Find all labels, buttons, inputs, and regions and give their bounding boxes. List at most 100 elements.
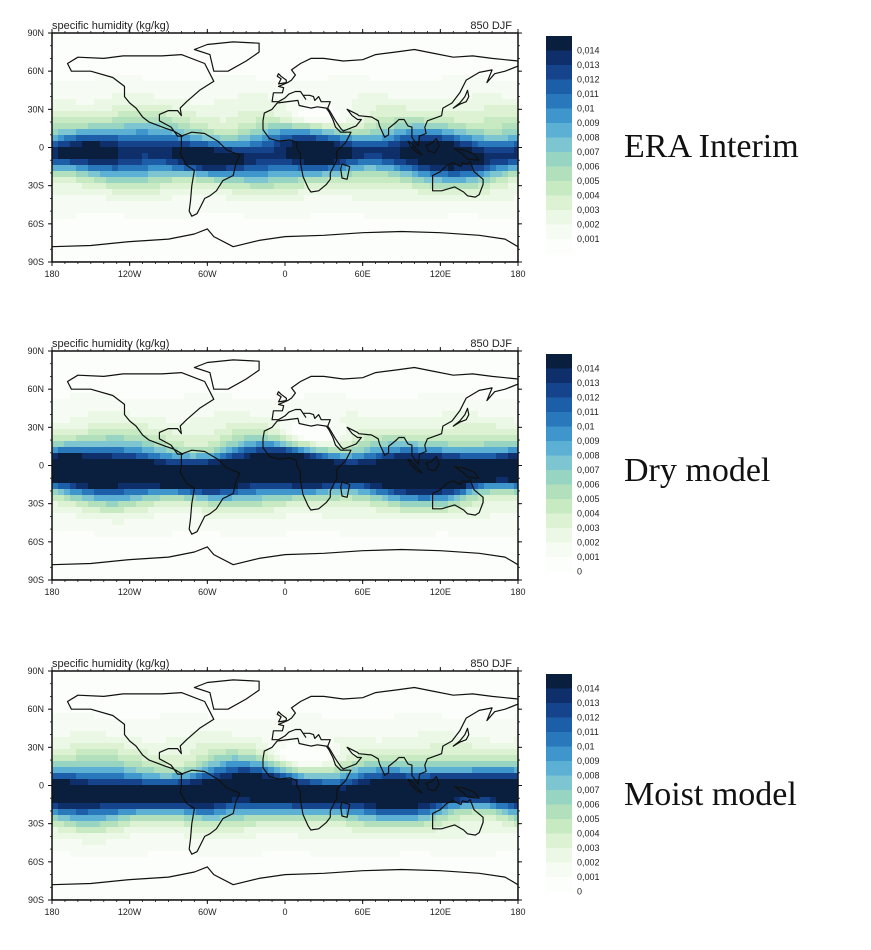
colorbar-label: 0,014 — [577, 45, 600, 55]
colorbar-label: 0,012 — [577, 712, 600, 722]
colorbar-label: 0,013 — [577, 378, 600, 388]
colorbar-label: 0,011 — [577, 407, 599, 417]
colorbar-swatch — [546, 703, 572, 718]
colorbar-swatch — [546, 513, 572, 529]
lon-tick-label: 120W — [118, 269, 142, 279]
lon-tick-label: 0 — [282, 269, 287, 279]
colorbar-label: 0 — [577, 886, 582, 896]
colorbar-label: 0,006 — [577, 479, 600, 489]
colorbar-label: 0,012 — [577, 74, 600, 84]
colorbar-swatch — [546, 455, 572, 471]
lat-tick-label: 60N — [27, 704, 44, 714]
lon-tick-label: 60E — [355, 269, 371, 279]
colorbar-swatch — [546, 877, 572, 892]
lon-tick-label: 60E — [355, 587, 371, 597]
colorbar-label: 0,003 — [577, 523, 600, 533]
colorbar-swatch — [546, 470, 572, 485]
lat-tick-label: 60S — [28, 537, 44, 547]
colorbar-label: 0,009 — [577, 118, 600, 128]
colorbar-label: 0,004 — [577, 508, 600, 518]
colorbar: 0,014 0,013 0,012 0,011 0,01 0,009 0,008 0,007 0… — [546, 354, 600, 576]
colorbar-label: 0,01 — [577, 421, 595, 431]
colorbar-swatch — [546, 181, 572, 196]
humidity-map-panel-era-interim: specific humidity (kg/kg) 850 DJF 90N 60N 30… — [0, 0, 871, 305]
colorbar-swatch — [546, 137, 572, 153]
lon-tick-label: 180 — [510, 907, 525, 917]
lon-tick-label: 120E — [430, 587, 451, 597]
colorbar-label: 0,007 — [577, 785, 600, 795]
colorbar-swatch — [546, 499, 572, 514]
lat-tick-label: 90S — [28, 257, 44, 267]
colorbar: 0,014 0,013 0,012 0,011 0,01 0,009 0,008 0,007 0… — [546, 36, 600, 254]
humidity-map-panel-dry-model: specific humidity (kg/kg) 850 DJF 90N 60N 30… — [0, 318, 871, 623]
lon-tick-label: 180 — [44, 587, 59, 597]
colorbar-label: 0,014 — [577, 363, 600, 373]
colorbar-label: 0,006 — [577, 799, 600, 809]
colorbar-label: 0,011 — [577, 727, 599, 737]
map-title: specific humidity (kg/kg) — [52, 338, 169, 350]
colorbar-label: 0,002 — [577, 219, 600, 229]
colorbar-swatch — [546, 761, 572, 776]
colorbar-swatch — [546, 732, 572, 747]
coastlines — [52, 679, 518, 900]
lat-tick-label: 0 — [39, 461, 44, 471]
colorbar-swatch — [546, 210, 572, 225]
humidity-map-era-interim: specific humidity (kg/kg) 850 DJF 90N 60N 30… — [27, 20, 600, 279]
colorbar-label: 0,008 — [577, 132, 600, 142]
coastlines — [52, 359, 518, 580]
lat-tick-label: 30N — [27, 422, 44, 432]
map-title: specific humidity (kg/kg) — [52, 20, 169, 32]
map-level-label: 850 DJF — [470, 658, 512, 670]
colorbar-label: 0,009 — [577, 756, 600, 766]
colorbar-swatch — [546, 224, 572, 240]
colorbar-label: 0,007 — [577, 465, 600, 475]
coastlines — [52, 41, 518, 262]
map-level-label: 850 DJF — [470, 20, 512, 32]
lon-tick-label: 180 — [510, 587, 525, 597]
colorbar-label: 0,008 — [577, 770, 600, 780]
colorbar-label: 0,013 — [577, 60, 600, 70]
humidity-map-dry-model: specific humidity (kg/kg) 850 DJF 90N 60N 30… — [27, 338, 600, 597]
colorbar-swatch — [546, 426, 572, 442]
colorbar-label: 0,011 — [577, 89, 599, 99]
lat-tick-label: 60N — [27, 66, 44, 76]
colorbar-label: 0,003 — [577, 205, 600, 215]
lon-tick-label: 120W — [118, 907, 142, 917]
lon-tick-label: 60W — [198, 907, 217, 917]
colorbar-swatch — [546, 862, 572, 878]
colorbar-swatch — [546, 528, 572, 543]
lon-tick-label: 120W — [118, 587, 142, 597]
colorbar-swatch — [546, 775, 572, 791]
colorbar-swatch — [546, 166, 572, 182]
colorbar-swatch — [546, 65, 572, 80]
colorbar-label: 0,001 — [577, 552, 600, 562]
colorbar-swatch — [546, 152, 572, 167]
colorbar-swatch — [546, 50, 572, 66]
colorbar-swatch — [546, 94, 572, 109]
colorbar-swatch — [546, 108, 572, 124]
colorbar-swatch — [546, 848, 572, 863]
colorbar-label: 0,005 — [577, 814, 600, 824]
humidity-map-panel-moist-model: specific humidity (kg/kg) 850 DJF 90N 60N 30… — [0, 638, 871, 943]
colorbar: 0,014 0,013 0,012 0,011 0,01 0,009 0,008 0,007 0… — [546, 674, 600, 896]
humidity-field — [52, 671, 518, 900]
colorbar-swatch — [546, 441, 572, 456]
panel-label: Moist model — [624, 776, 797, 813]
lon-tick-label: 60E — [355, 907, 371, 917]
colorbar-label: 0,001 — [577, 872, 600, 882]
colorbar-label: 0,008 — [577, 450, 600, 460]
colorbar-label: 0 — [577, 566, 582, 576]
lat-tick-label: 90N — [27, 28, 44, 38]
lon-tick-label: 180 — [510, 269, 525, 279]
colorbar-label: 0,001 — [577, 234, 600, 244]
lat-tick-label: 30N — [27, 104, 44, 114]
humidity-field — [52, 351, 518, 580]
colorbar-swatch — [546, 239, 572, 254]
colorbar-swatch — [546, 674, 572, 689]
colorbar-label: 0,005 — [577, 494, 600, 504]
colorbar-label: 0,009 — [577, 436, 600, 446]
lat-tick-label: 30S — [28, 499, 44, 509]
lat-tick-label: 30S — [28, 819, 44, 829]
colorbar-swatch — [546, 717, 572, 733]
colorbar-swatch — [546, 368, 572, 384]
